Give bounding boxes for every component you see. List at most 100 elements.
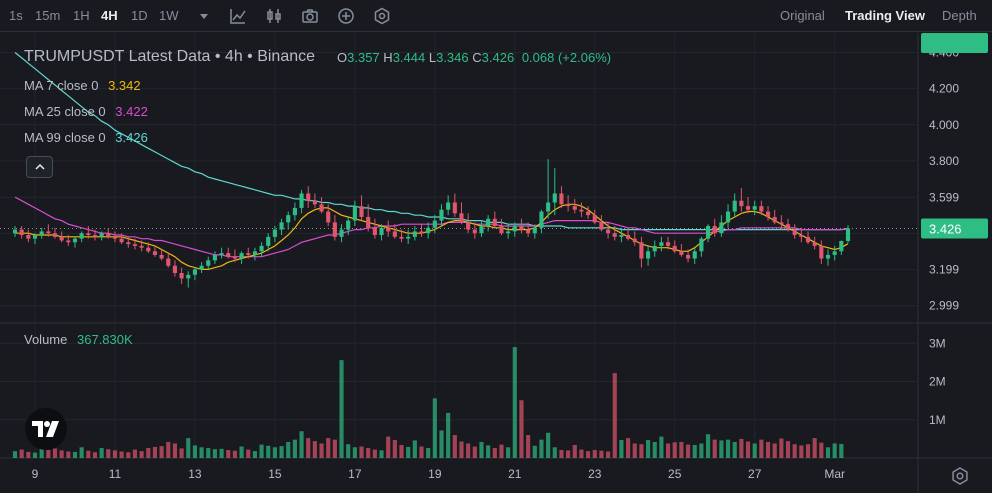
candle-body	[479, 226, 484, 234]
chart-settings-gear-icon[interactable]	[950, 466, 970, 486]
candle-body	[745, 206, 751, 210]
volume-bar	[159, 446, 164, 458]
candle	[426, 222, 431, 239]
price-chart[interactable]: 9111315171921232527Mar4.4004.2004.0003.8…	[0, 33, 992, 493]
candle	[232, 249, 237, 263]
candle-body	[379, 227, 384, 236]
indicators-icon[interactable]	[228, 6, 248, 26]
candle	[266, 233, 271, 252]
candle	[732, 193, 737, 217]
candle	[479, 220, 484, 237]
volume-bar	[372, 449, 377, 458]
chart-axes: 9111315171921232527Mar4.4004.2004.0003.8…	[32, 33, 988, 481]
screenshot-camera-icon[interactable]	[300, 6, 320, 26]
view-original-tab[interactable]: Original	[780, 8, 825, 23]
volume-bar	[426, 448, 431, 458]
volume-bar	[799, 445, 804, 458]
volume-bar	[106, 449, 111, 458]
chart-grid	[0, 33, 992, 493]
candle	[119, 233, 124, 245]
candle-body	[239, 253, 244, 259]
candle	[652, 240, 657, 257]
x-tick-label: 27	[748, 467, 762, 481]
volume-bar	[792, 444, 797, 458]
volume-bar	[272, 447, 277, 458]
volume-bar	[712, 439, 717, 458]
candle-body	[299, 193, 304, 208]
interval-1s[interactable]: 1s	[9, 8, 23, 23]
x-tick-label: 17	[348, 467, 362, 481]
candle	[46, 224, 51, 237]
candle-body	[292, 207, 297, 216]
candle-body	[612, 233, 617, 237]
volume-bar	[446, 412, 451, 458]
candle-body	[246, 253, 251, 255]
volume-bar	[79, 447, 84, 458]
tradingview-logo[interactable]	[25, 408, 67, 450]
candle	[239, 251, 244, 264]
volume-bar	[319, 443, 324, 458]
volume-bar	[772, 443, 777, 458]
chart-settings-hex-icon[interactable]	[372, 6, 392, 26]
volume-bar	[99, 448, 104, 458]
volume-bar	[579, 449, 584, 458]
candle	[572, 198, 577, 214]
candle-body	[439, 209, 444, 221]
volume-bar	[745, 441, 751, 458]
candle	[626, 227, 631, 241]
candle	[186, 271, 191, 288]
volume-bar	[419, 446, 424, 458]
volume-bar	[119, 451, 124, 458]
interval-4h[interactable]: 4H	[101, 8, 118, 23]
candle-body	[579, 209, 584, 212]
candle	[566, 195, 571, 212]
chart-type-candles-icon[interactable]	[264, 6, 284, 26]
volume-bar	[506, 447, 511, 458]
candle	[745, 197, 751, 214]
volume-bar	[326, 438, 331, 458]
interval-1h[interactable]: 1H	[73, 8, 90, 23]
volume-bar	[219, 448, 224, 458]
volume-bar	[166, 441, 171, 458]
candle	[699, 236, 704, 257]
volume-bar	[39, 446, 44, 458]
candle	[599, 215, 604, 232]
candle	[86, 226, 91, 239]
candle-body	[532, 227, 537, 234]
candle-body	[492, 218, 497, 226]
volume-bar	[392, 440, 397, 458]
candle-body	[266, 236, 271, 246]
collapse-legend-button[interactable]	[26, 156, 53, 178]
interval-1d[interactable]: 1D	[131, 8, 148, 23]
candle	[546, 159, 551, 219]
candle-body	[586, 211, 591, 216]
add-indicator-plus-icon[interactable]	[336, 6, 356, 26]
volume-bar	[59, 450, 64, 458]
volume-bar	[339, 360, 344, 458]
candle	[252, 247, 257, 261]
candle-body	[606, 229, 611, 234]
candle-body	[466, 222, 471, 230]
volume-bar	[212, 449, 217, 458]
volume-bar	[399, 445, 404, 458]
candle-body	[452, 202, 457, 214]
candle-body	[512, 226, 517, 232]
interval-15m[interactable]: 15m	[35, 8, 61, 23]
view-tradingview-tab[interactable]: Trading View	[845, 8, 925, 23]
candle	[19, 226, 24, 239]
volume-bar	[779, 438, 784, 458]
candle-body	[186, 274, 191, 279]
candle	[439, 204, 444, 226]
candle	[765, 206, 771, 221]
candle-body	[652, 245, 657, 252]
view-depth-tab[interactable]: Depth	[942, 8, 977, 23]
volume-tick-label: 1M	[929, 413, 946, 427]
interval-1w[interactable]: 1W	[159, 8, 179, 23]
volume-bar	[252, 451, 257, 458]
volume-tick-label: 2M	[929, 375, 946, 389]
more-intervals-dropdown-icon[interactable]	[194, 6, 214, 26]
candle	[66, 235, 71, 246]
candle	[206, 256, 211, 270]
volume-bar	[472, 446, 477, 458]
x-tick-label: 21	[508, 467, 522, 481]
